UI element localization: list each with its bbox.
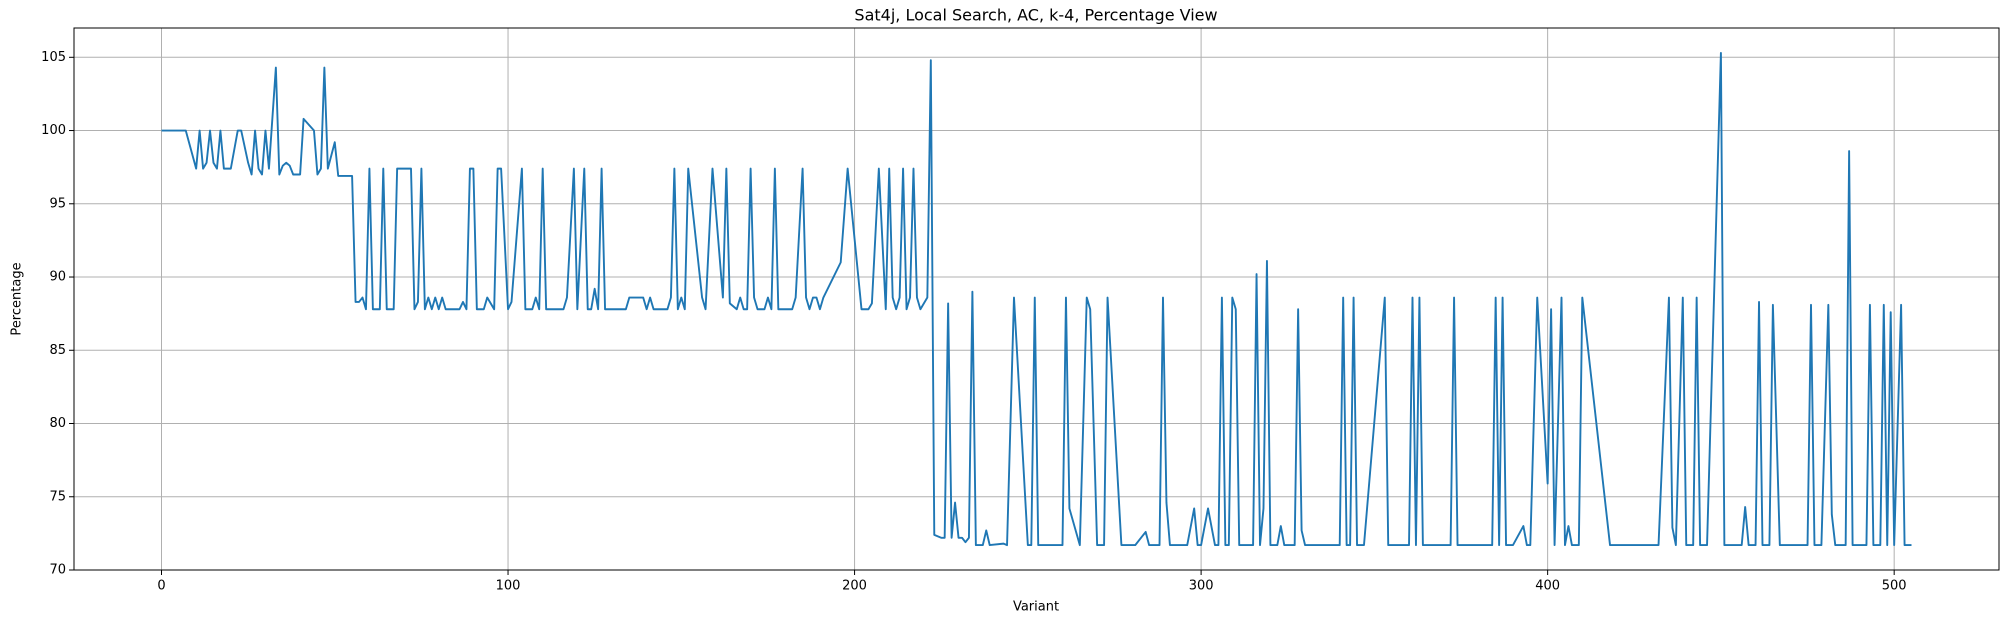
x-tick-label: 400 — [1535, 579, 1560, 594]
data-line — [161, 51, 1912, 547]
y-tick-label: 75 — [49, 489, 66, 504]
x-tick-label: 100 — [496, 579, 521, 594]
y-axis-label: Percentage — [10, 262, 25, 335]
y-tick-label: 90 — [49, 270, 66, 285]
x-tick-label: 300 — [1189, 579, 1214, 594]
x-axis-label: Variant — [1013, 600, 1059, 615]
x-tick-label: 0 — [157, 579, 165, 594]
x-tick-label: 200 — [842, 579, 867, 594]
y-tick-label: 70 — [49, 563, 66, 578]
y-tick-label: 80 — [49, 416, 66, 431]
plot-frame — [73, 27, 2000, 571]
y-tick-label: 100 — [41, 123, 66, 138]
y-tick-label: 105 — [41, 50, 66, 65]
y-tick-label: 85 — [49, 343, 66, 358]
x-tick-label: 500 — [1882, 579, 1907, 594]
y-tick-label: 95 — [49, 196, 66, 211]
chart-title: Sat4j, Local Search, AC, k-4, Percentage… — [854, 6, 1217, 25]
